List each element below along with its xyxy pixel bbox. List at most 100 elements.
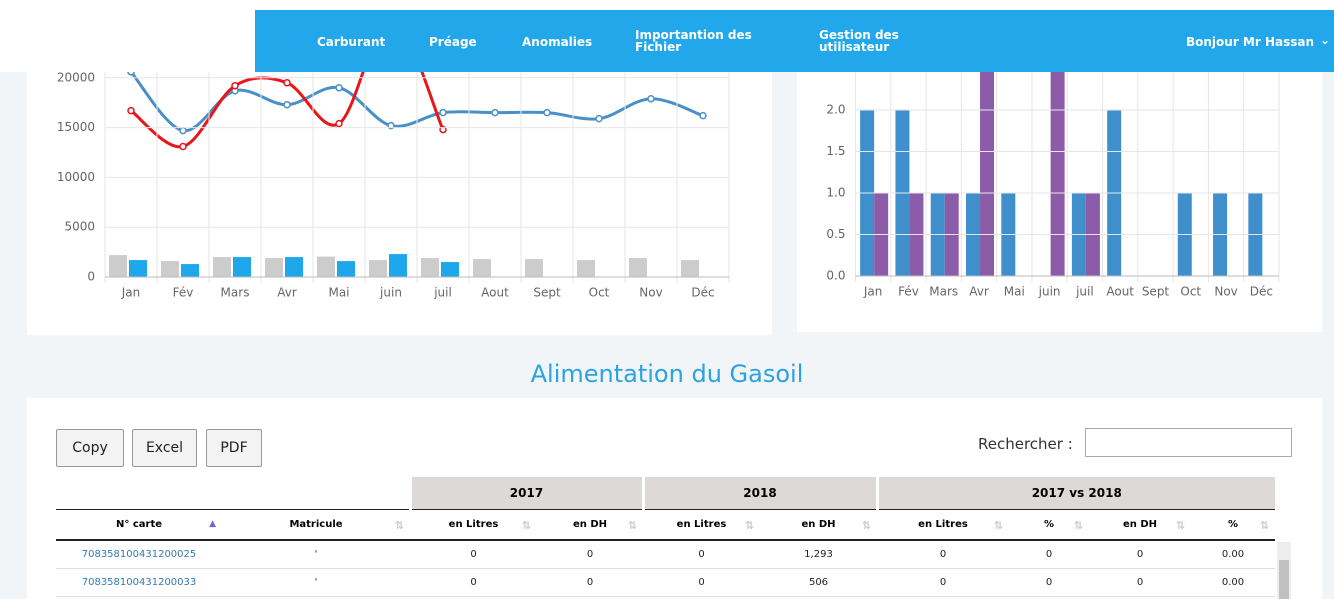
bar xyxy=(317,256,335,277)
table-cell: ' xyxy=(222,568,410,597)
x-tick-label: Jan xyxy=(863,285,883,299)
greeting[interactable]: Bonjour Mr Hassan xyxy=(1186,35,1315,49)
y-tick-label: 20000 xyxy=(57,70,95,84)
y-tick-label: 1.5 xyxy=(826,144,845,158)
x-tick-label: Avr xyxy=(969,285,989,299)
plot xyxy=(109,28,707,277)
x-tick-label: juil xyxy=(433,286,452,300)
x-tick-label: juin xyxy=(379,286,402,300)
group-header: 2017 vs 2018 xyxy=(875,477,1275,510)
search-label: Rechercher : xyxy=(978,435,1073,453)
column-header[interactable]: en Litres xyxy=(410,509,537,541)
x-tick-label: Fév xyxy=(898,285,919,299)
x-tick-label: Mai xyxy=(328,286,349,300)
x-tick-label: Avr xyxy=(277,286,297,300)
point xyxy=(179,142,187,151)
column-header[interactable]: % xyxy=(1009,509,1089,541)
point xyxy=(647,94,655,103)
logo xyxy=(0,10,255,72)
bar xyxy=(577,260,595,277)
nav-item[interactable]: Carburant xyxy=(317,35,386,49)
x-tick-label: Sept xyxy=(1142,285,1170,299)
table-cell: 0 xyxy=(643,568,760,597)
group-header: 2017 xyxy=(408,477,643,510)
table-row: 708358100431200025 ' 0 0 0 1,293 0 0 0 0.00 xyxy=(56,540,1275,569)
table-cell: 0 xyxy=(410,540,537,569)
bar xyxy=(369,260,387,277)
table-cell: 0.00 xyxy=(1191,568,1275,597)
point xyxy=(335,84,343,92)
y-tick-label: 10000 xyxy=(57,170,95,184)
nav-item[interactable]: Préage xyxy=(429,35,477,49)
table-cell: ' xyxy=(222,540,410,569)
column-header[interactable]: % xyxy=(1191,509,1275,541)
point xyxy=(595,114,603,123)
point xyxy=(335,119,343,128)
point xyxy=(699,111,707,120)
y-tick-label: 0.5 xyxy=(826,227,845,241)
bar xyxy=(181,264,199,277)
table-cell: 0 xyxy=(1009,540,1089,569)
y-tick-label: 15000 xyxy=(57,120,95,134)
table-cell: 0.00 xyxy=(1191,540,1275,569)
x-tick-label: Jan xyxy=(121,286,141,300)
y-tick-label: 0 xyxy=(87,270,95,284)
table-cell: 0 xyxy=(537,568,643,597)
table-cell: 0 xyxy=(1089,540,1191,569)
point xyxy=(439,108,447,117)
x-tick-label: Mai xyxy=(1004,285,1025,299)
column-header[interactable]: N° carte xyxy=(56,509,222,541)
column-header[interactable]: en DH xyxy=(537,509,643,541)
x-tick-label: Oct xyxy=(1180,285,1201,299)
point xyxy=(491,108,499,117)
x-tick-label: Fév xyxy=(173,286,194,300)
search-input[interactable] xyxy=(1085,428,1292,457)
bar xyxy=(213,257,231,277)
x-tick-label: Oct xyxy=(589,286,610,300)
dropdown-caret[interactable]: ⌄ xyxy=(1320,33,1331,47)
y-tick-label: 0.0 xyxy=(826,269,845,283)
point xyxy=(179,126,187,135)
scrollbar[interactable] xyxy=(1277,542,1291,599)
navbar: Carburant Préage Anomalies Importantion … xyxy=(255,10,1334,72)
point xyxy=(543,108,551,117)
y-tick-label: 1.0 xyxy=(826,186,845,200)
x-tick-label: juil xyxy=(1075,285,1094,299)
nav-item[interactable]: Anomalies xyxy=(522,35,593,49)
bar xyxy=(161,261,179,277)
x-tick-label: Déc xyxy=(691,286,714,300)
column-header[interactable]: en Litres xyxy=(877,509,1009,541)
x-tick-label: Mars xyxy=(221,286,250,300)
nav-item[interactable]: Gestion des utilisateur xyxy=(819,28,899,54)
table-cell: 0 xyxy=(643,540,760,569)
nav-item[interactable]: Importantion des Fichier xyxy=(635,28,752,54)
table-cell: 0 xyxy=(537,540,643,569)
button[interactable]: Copy xyxy=(56,429,124,467)
column-header[interactable]: Matricule xyxy=(222,509,410,541)
bar xyxy=(129,260,147,277)
column-header[interactable]: en DH xyxy=(760,509,877,541)
x-tick-label: Nov xyxy=(639,286,662,300)
point xyxy=(231,82,239,90)
point xyxy=(283,79,291,87)
point xyxy=(283,100,291,109)
table-cell: 0 xyxy=(1009,568,1089,597)
x-tick-label: Mars xyxy=(929,285,958,299)
x-tick-label: juin xyxy=(1038,285,1061,299)
bar xyxy=(285,257,303,277)
table-panel: Copy Excel PDF Rechercher : 2017 2018 2017… xyxy=(27,398,1322,599)
button[interactable]: PDF xyxy=(206,429,262,467)
column-header[interactable]: en Litres xyxy=(643,509,760,541)
x-tick-label: Sept xyxy=(533,286,561,300)
y-tick-label: 5000 xyxy=(64,220,95,234)
table-cell: 708358100431200025 xyxy=(56,540,222,569)
table-cell: 708358100431200033 xyxy=(56,568,222,597)
table-cell: 0 xyxy=(410,568,537,597)
column-header[interactable]: en DH xyxy=(1089,509,1191,541)
x-tick-label: Déc xyxy=(1250,285,1273,299)
y-tick-label: 2.0 xyxy=(826,103,845,117)
button[interactable]: Excel xyxy=(132,429,197,467)
bar xyxy=(681,260,699,277)
